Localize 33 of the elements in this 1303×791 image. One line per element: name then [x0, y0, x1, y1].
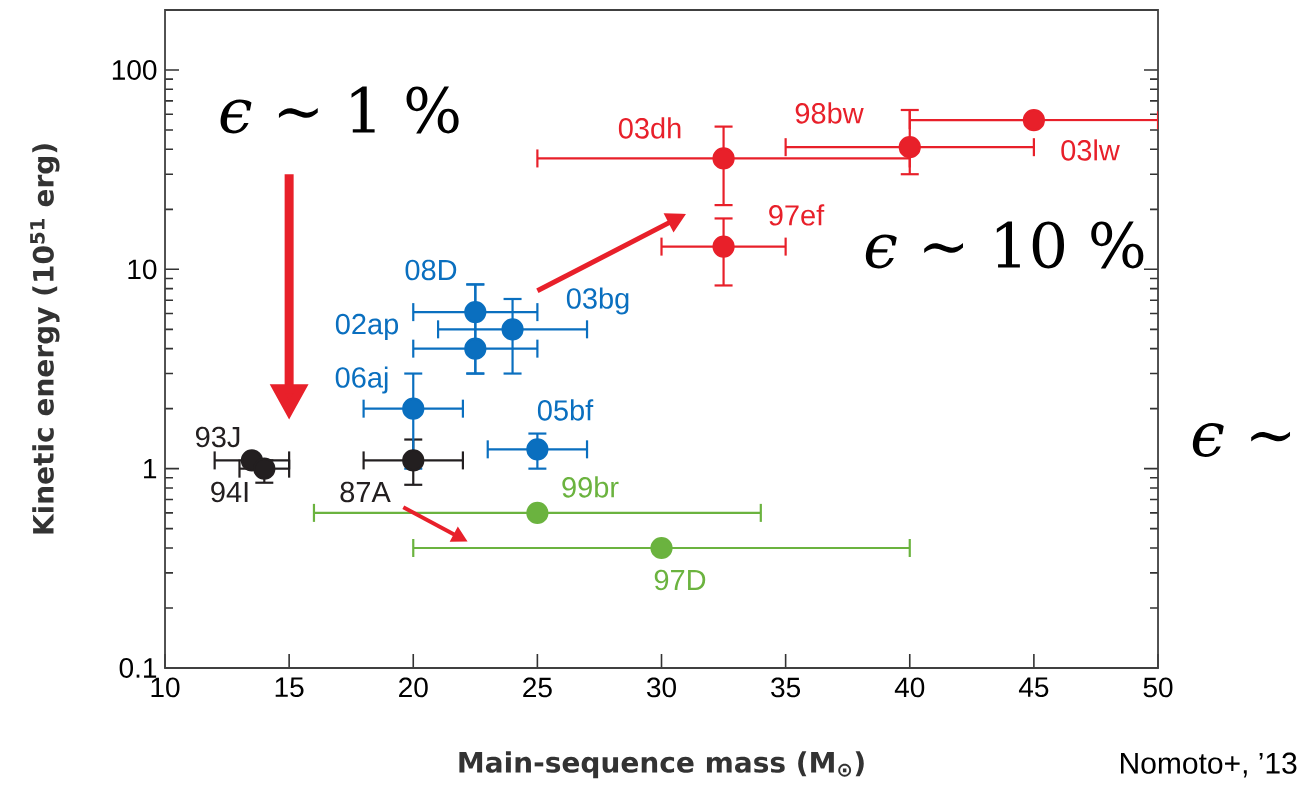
annotation: 03lw: [1061, 139, 1120, 161]
annotation: 97D: [654, 569, 706, 591]
x-tick-label: 50: [1143, 677, 1173, 698]
annotation: 87A: [340, 481, 391, 503]
annotation: 93J: [196, 426, 240, 448]
annotation: 97ef: [769, 204, 825, 226]
annotation: 05bf: [537, 399, 594, 421]
x-tick-label: 40: [894, 677, 925, 698]
x-tick-label: 35: [771, 677, 801, 698]
y-tick-label: 10: [128, 259, 157, 280]
y-tick-label: 100: [112, 60, 157, 80]
annotation: ϵ ∼ 10 %: [865, 221, 1144, 269]
annotation: ϵ ∼ 1 %: [220, 86, 459, 134]
text: ϵ ∼: [1192, 423, 1291, 457]
annotation: 02ap: [335, 313, 399, 341]
x-tick-label: 15: [275, 677, 304, 698]
annotation: 03bg: [566, 287, 629, 315]
x-tick-label: 20: [399, 677, 428, 698]
x-tick-label: 25: [523, 677, 552, 698]
annotation: 08D: [405, 259, 457, 281]
x-axis-title: Main-sequence mass (M$_{⊙}$): [459, 751, 864, 779]
y-axis-title: Kinetic energy (10$^{51}$ erg): [30, 144, 60, 534]
y-tick-label: 1: [144, 459, 157, 479]
text: Nomoto+, ’13: [1121, 752, 1297, 778]
x-tick-label: 30: [647, 677, 676, 698]
annotation: 03dh: [618, 117, 681, 139]
annotation: 94I: [211, 481, 248, 503]
y-tick-label: 0.1: [119, 658, 157, 678]
x-tick-label: 45: [1018, 677, 1049, 698]
x-tick-label: 10: [151, 677, 180, 698]
annotation: 06aj: [335, 366, 388, 394]
annotation: 98bw: [795, 102, 864, 124]
annotation: 99br: [562, 476, 619, 498]
